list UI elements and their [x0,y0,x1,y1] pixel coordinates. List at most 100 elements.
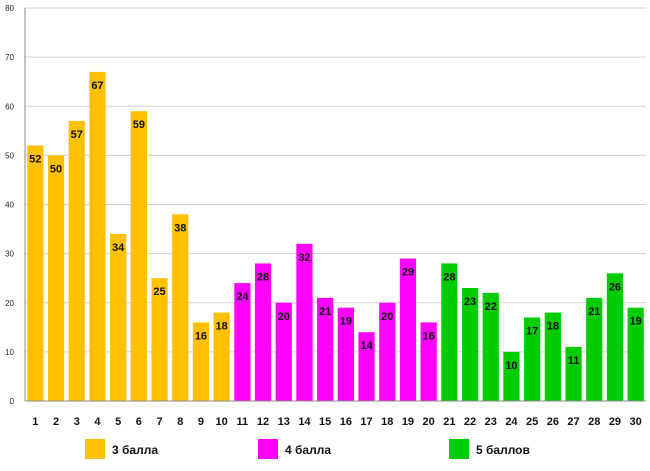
x-tick-label-30: 30 [630,416,642,428]
y-tick-label: 40 [5,201,14,210]
x-tick-label-11: 11 [237,416,249,428]
data-label-10: 18 [216,321,228,333]
y-tick-label: 50 [5,151,14,160]
bar-8 [172,214,189,401]
data-label-19: 29 [402,267,414,279]
data-label-12: 28 [257,271,269,283]
data-label-1: 52 [29,154,41,166]
data-label-27: 11 [568,355,580,367]
data-labels: 52 50 57 67 34 59 25 38 16 18 24 28 20 32 21 19 14 20 29 16… [29,80,642,372]
x-tick-label-19: 19 [402,416,414,428]
data-label-25: 17 [526,325,538,337]
x-tick-label-6: 6 [136,416,142,428]
bar-10 [213,312,230,401]
x-tick-label-13: 13 [278,416,290,428]
x-tick-label-21: 21 [443,416,455,428]
bar-18 [379,302,396,401]
x-tick-label-27: 27 [567,416,579,428]
legend-swatch-1 [85,439,105,459]
x-axis-ticks: 1 2 3 4 5 6 7 8 9 10 11 12 13 14 15 16 17 18 19 20 21 22 23 24 2… [32,416,641,428]
data-label-21: 28 [443,271,455,283]
legend-label-1: 3 балла [112,443,158,457]
data-label-29: 26 [609,281,621,293]
legend-swatch-2 [258,439,278,459]
data-label-6: 59 [133,119,145,131]
y-tick-label: 80 [5,4,14,13]
bar-7 [151,278,168,401]
y-tick-label: 70 [5,53,14,62]
y-axis-ticks: 0 10 20 30 40 50 60 70 80 [5,4,14,406]
x-tick-label-20: 20 [423,416,435,428]
bar-20 [420,322,437,401]
data-label-26: 18 [547,321,559,333]
legend-swatch-3 [449,439,469,459]
legend-label-2: 4 балла [285,443,331,457]
data-label-15: 21 [319,306,331,318]
x-tick-label-8: 8 [177,416,183,428]
bar-12 [254,263,272,401]
bar-9 [192,322,210,401]
bar-16 [337,307,354,401]
bar-30 [627,307,644,401]
data-label-8: 38 [174,222,186,234]
x-tick-label-5: 5 [115,416,121,428]
data-label-30: 19 [630,316,642,328]
x-tick-label-23: 23 [485,416,497,428]
data-label-14: 32 [298,252,310,264]
x-tick-label-17: 17 [360,416,372,428]
x-tick-label-18: 18 [381,416,393,428]
x-tick-label-25: 25 [526,416,538,428]
y-tick-label: 30 [5,250,14,259]
bar-27 [565,346,582,401]
x-tick-label-24: 24 [505,416,518,428]
data-label-11: 24 [236,291,249,303]
data-label-4: 67 [91,80,103,92]
bar-22 [461,288,479,401]
data-label-22: 23 [464,296,476,308]
bar-1 [27,145,44,401]
x-tick-label-12: 12 [257,416,269,428]
x-tick-label-15: 15 [319,416,331,428]
bar-19 [399,258,417,401]
bar-2 [47,155,65,401]
bar-24 [503,351,520,401]
bar-26 [544,312,561,401]
x-tick-label-10: 10 [216,416,228,428]
y-tick-label: 20 [5,299,14,308]
data-label-16: 19 [340,316,352,328]
legend: 3 балла 4 балла 5 баллов [85,439,530,459]
x-tick-label-29: 29 [609,416,621,428]
legend-label-3: 5 баллов [476,443,530,457]
bar-6 [130,111,147,401]
x-tick-label-28: 28 [588,416,600,428]
bar-21 [441,263,458,401]
data-label-28: 21 [588,306,600,318]
bar-17 [358,332,375,401]
y-tick-label: 10 [5,348,14,357]
x-tick-label-22: 22 [464,416,476,428]
bar-23 [482,292,499,401]
bar-25 [524,317,541,401]
x-tick-label-9: 9 [198,416,204,428]
y-tick-label: 60 [5,102,14,111]
x-tick-label-3: 3 [74,416,80,428]
data-label-17: 14 [360,340,373,352]
x-tick-label-7: 7 [156,416,162,428]
bars [27,71,644,402]
y-tick-label: 0 [10,397,15,406]
data-label-7: 25 [153,286,165,298]
bar-15 [317,297,334,401]
x-tick-label-26: 26 [547,416,559,428]
data-label-23: 22 [485,301,497,313]
gridlines [25,7,646,353]
data-label-2: 50 [50,163,62,175]
bar-5 [110,233,127,401]
data-label-13: 20 [278,311,290,323]
bar-11 [234,283,251,401]
data-label-5: 34 [112,242,125,254]
bar-28 [586,297,603,401]
data-label-9: 16 [195,330,207,342]
bar-14 [296,243,313,401]
x-tick-label-2: 2 [53,416,59,428]
